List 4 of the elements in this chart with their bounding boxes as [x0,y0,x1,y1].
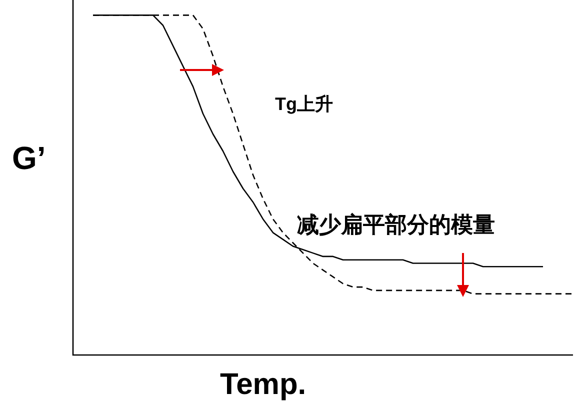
y-axis-title: G’ [12,140,46,177]
x-axis-title: Temp. [220,368,306,402]
annotation: 减少扁平部分的模量 [297,211,495,239]
annotation: Tg上升 [275,93,333,116]
